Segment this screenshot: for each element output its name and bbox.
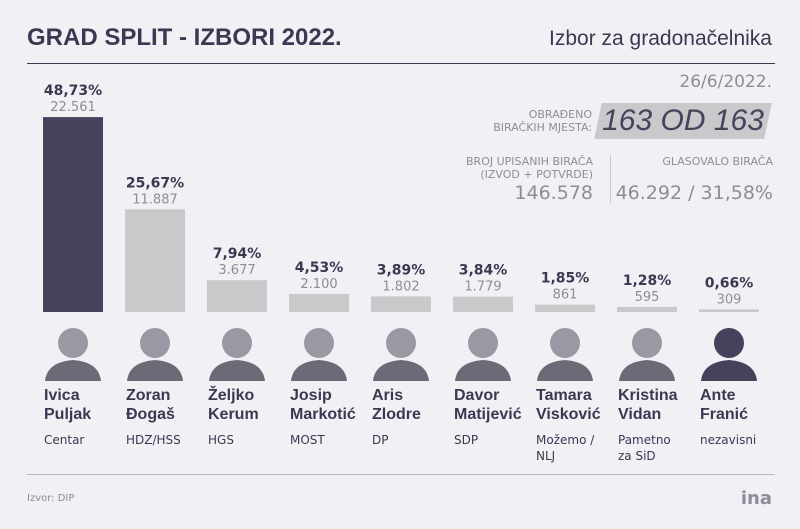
photo-head [304, 328, 334, 358]
party: Pametno za SiD [618, 433, 671, 463]
title: GRAD SPLIT - IZBORI 2022. [27, 24, 342, 51]
bar [699, 309, 759, 312]
photo [455, 328, 511, 381]
source: Izvor: DIP [27, 493, 75, 504]
votes-label: 11.887 [132, 192, 178, 207]
candidate-name: Kristina Vidan [618, 387, 678, 423]
party: Centar [44, 433, 85, 447]
candidate-name: Zoran Đogaš [126, 387, 175, 423]
bar [453, 296, 513, 312]
photo-head [140, 328, 170, 358]
photo [619, 328, 675, 381]
bar [617, 306, 677, 312]
photo [209, 328, 265, 381]
photo-body [209, 360, 265, 381]
photo [45, 328, 101, 381]
party: HGS [208, 433, 234, 447]
photo-head [714, 328, 744, 358]
candidate-name: Željko Kerum [208, 387, 259, 423]
votes-label: 3.677 [218, 263, 255, 278]
separator [610, 155, 611, 203]
candidate-name: Ivica Puljak [44, 387, 92, 423]
candidate-name: Aris Zlodre [372, 387, 421, 423]
registered-value: 146.578 [514, 182, 593, 204]
photo [373, 328, 429, 381]
party: SDP [454, 433, 479, 447]
party: nezavisni [700, 433, 757, 447]
party: DP [372, 433, 389, 447]
voted-label: GLASOVALO BIRAČA [662, 155, 773, 168]
photo [537, 328, 593, 381]
candidate-name: Tamara Visković [536, 387, 601, 423]
value-label: 7,94% [213, 246, 262, 262]
photo-head [632, 328, 662, 358]
party: Možemo / NLJ [536, 433, 595, 463]
party: HDZ/HSS [126, 433, 181, 447]
photo-body [127, 360, 183, 381]
value-label: 3,89% [377, 262, 426, 278]
photo-head [222, 328, 252, 358]
bar [535, 304, 595, 312]
photo-body [455, 360, 511, 381]
votes-label: 309 [717, 292, 742, 307]
photo-body [619, 360, 675, 381]
value-label: 48,73% [44, 83, 102, 99]
processed-label: OBRAĐENO BIRAČKIH MJESTA: [493, 108, 592, 134]
photo-head [550, 328, 580, 358]
photo-body [537, 360, 593, 381]
registered-label: BROJ UPISANIH BIRAČA (IZVOD + POTVRDE) [466, 155, 593, 181]
value-label: 3,84% [459, 263, 508, 279]
rule [27, 63, 775, 64]
photo-head [386, 328, 416, 358]
bar [371, 296, 431, 312]
votes-label: 22.561 [50, 100, 96, 115]
voted-value: 46.292 / 31,58% [615, 182, 773, 204]
logo: ina [740, 488, 772, 509]
votes-label: 595 [635, 290, 660, 305]
subtitle: Izbor za gradonačelnika [549, 27, 772, 50]
date: 26/6/2022. [679, 72, 772, 92]
value-label: 1,28% [623, 273, 672, 289]
processed-box: 163 OD 163 [594, 103, 772, 139]
votes-label: 1.802 [382, 279, 419, 294]
processed-value: 163 OD 163 [602, 104, 764, 137]
bar [125, 209, 185, 312]
photo-head [58, 328, 88, 358]
value-label: 1,85% [541, 271, 590, 287]
candidate-name: Davor Matijević [454, 387, 522, 423]
photo-body [373, 360, 429, 381]
photo [127, 328, 183, 381]
candidate-name: Ante Franić [700, 387, 749, 423]
party: MOST [290, 433, 325, 447]
votes-label: 1.779 [464, 280, 501, 295]
bar [289, 293, 349, 312]
value-label: 0,66% [705, 275, 754, 291]
rule [27, 474, 775, 475]
bar [207, 280, 267, 312]
votes-label: 2.100 [300, 277, 337, 292]
photo-body [291, 360, 347, 381]
candidate-name: Josip Markotić [290, 387, 356, 423]
photo-body [701, 360, 757, 381]
photo-body [45, 360, 101, 381]
photo-head [468, 328, 498, 358]
votes-label: 861 [553, 288, 578, 303]
photo [701, 328, 757, 381]
bar [43, 117, 103, 312]
value-label: 25,67% [126, 175, 184, 191]
photo [291, 328, 347, 381]
value-label: 4,53% [295, 260, 344, 276]
